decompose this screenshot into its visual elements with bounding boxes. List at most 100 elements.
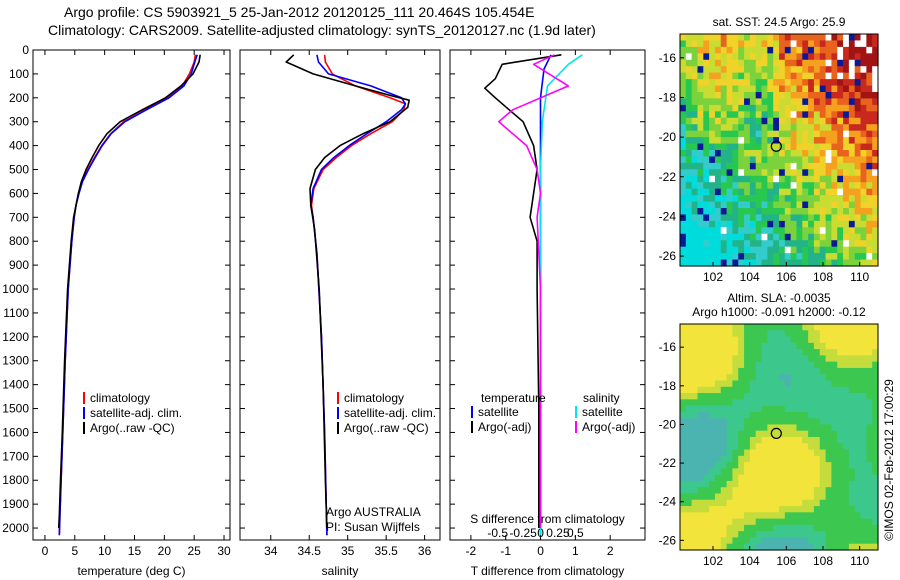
map-cell [767,130,774,138]
map-cell [860,104,867,112]
map-cell [848,543,856,551]
map-cell [819,393,827,400]
map-cell [819,374,827,382]
map-cell [843,424,850,432]
map-cell [872,399,879,407]
map-cell [714,342,722,350]
map-cell [697,85,704,93]
map-cell [755,175,763,183]
map-cell [837,342,844,350]
map-cell [685,361,693,369]
map-cell [813,137,821,145]
map-cell [703,349,710,356]
map-cell [854,214,862,222]
map-cell [808,253,815,261]
map-cell [714,361,722,369]
map-cell [808,330,815,338]
map-cell [854,399,862,407]
map-cell [860,253,867,261]
x-tick-label: 0 [537,544,544,558]
map-cell [802,386,809,394]
map-cell [685,72,693,80]
map-cell [802,130,809,138]
map-cell [744,405,751,413]
map-cell [732,512,739,520]
map-cell [866,393,873,400]
map-cell [808,246,815,254]
map-cell [691,367,699,375]
map-cell [808,367,815,375]
map-cell [796,195,803,203]
map-cell [802,34,809,42]
map-cell [773,437,780,444]
map-cell [796,53,803,61]
map-cell [784,324,792,331]
map-cell [779,367,786,375]
map-cell [703,233,710,241]
map-cell [732,499,739,507]
map-cell [680,493,687,501]
map-cell [790,214,798,222]
map-cell [720,499,728,507]
map-cell [749,143,757,151]
map-cell [726,66,734,74]
map-cell [773,506,780,513]
plot-frame-temperature [32,49,231,541]
map-cell [680,537,687,545]
map-cell [872,162,879,170]
map-cell [761,537,768,545]
map-cell [726,227,734,235]
map-cell [860,342,867,350]
map-cell [773,124,780,132]
map-cell [685,156,693,164]
map-cell [854,40,862,48]
map-cell [685,380,693,388]
map-cell [685,462,693,469]
map-cell [866,462,873,469]
map-cell [813,374,821,382]
map-cell [796,455,803,463]
map-cell [738,124,745,132]
map-cell [831,208,838,216]
map-cell [854,349,862,356]
map-cell [709,72,716,80]
map-cell [749,59,757,67]
map-cell [720,34,728,42]
map-cell [837,367,844,375]
map-cell [732,214,739,222]
map-cell [837,40,844,48]
map-cell [726,324,734,331]
map-cell [720,524,728,532]
map-cell [767,474,774,482]
map-cell [732,411,739,419]
map-cell [854,518,862,526]
map-cell [773,201,780,209]
map-cell [680,380,687,388]
map-cell [703,374,710,382]
map-cell [779,543,786,551]
map-cell [685,253,693,261]
map-cell [784,462,792,469]
map-cell [813,487,821,495]
map-cell [726,92,734,100]
y-tick-label: 1800 [2,473,29,487]
map-cell [860,361,867,369]
map-cell [726,449,734,457]
map-cell [837,330,844,338]
map-cell [854,443,862,451]
map-cell [744,34,751,42]
map-cell [720,79,728,87]
map-cell [779,411,786,419]
x-tick-label: 20 [158,544,172,558]
map-cell [685,537,693,545]
map-cell [831,182,838,190]
map-cell [703,59,710,67]
map-cell [790,487,798,495]
map-cell [779,150,786,158]
map-cell [819,59,827,67]
map-cell [808,72,815,80]
map-cell [709,349,716,356]
map-cell [779,336,786,344]
map-cell [790,66,798,74]
map-cell [761,150,768,158]
